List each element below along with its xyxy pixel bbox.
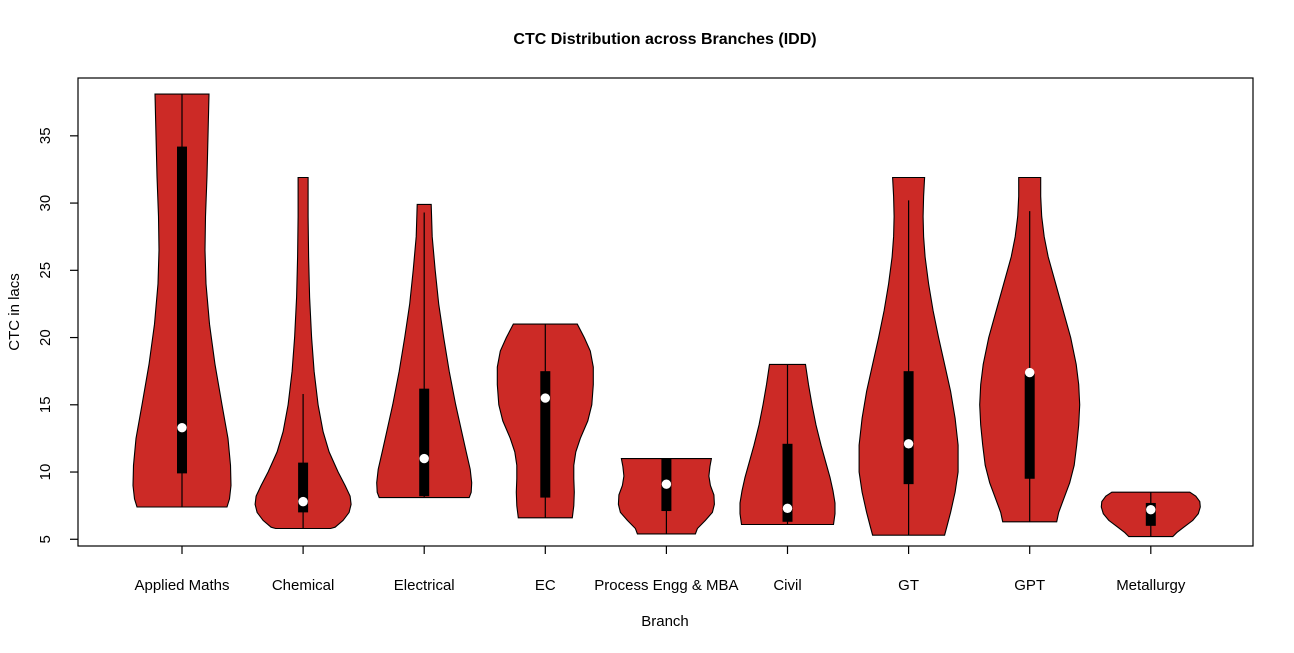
- x-axis-title: Branch: [641, 613, 689, 630]
- x-tick-label-applied-maths: Applied Maths: [134, 577, 229, 594]
- plot-area-border: [77, 77, 1254, 547]
- x-tick-label-gt: GT: [898, 577, 919, 594]
- x-tick-label-ec: EC: [535, 577, 556, 594]
- violin-group-chemical: [254, 176, 352, 530]
- violin-group-ec: [496, 323, 594, 519]
- median-dot-chemical: [298, 496, 308, 507]
- y-tick-label-20: 20: [37, 329, 54, 346]
- y-tick-label-5: 5: [37, 535, 54, 543]
- median-dot-electrical: [419, 453, 429, 464]
- violin-group-gt: [858, 176, 959, 536]
- median-dot-gt: [903, 439, 914, 449]
- violin-body-chemical: [254, 176, 352, 530]
- y-tick-label-30: 30: [37, 195, 54, 212]
- y-tick-label-25: 25: [37, 262, 54, 279]
- x-tick-label-civil: Civil: [773, 577, 801, 594]
- median-dot-civil: [782, 503, 793, 514]
- median-dot-gpt: [1025, 367, 1035, 378]
- x-tick-label-chemical: Chemical: [272, 577, 335, 594]
- median-dot-applied-maths: [177, 422, 187, 433]
- median-dot-process-engg-mba: [661, 479, 672, 489]
- iqr-box-applied-maths: [177, 146, 187, 474]
- violin-group-applied-maths: [132, 93, 232, 508]
- iqr-box-civil: [782, 443, 793, 522]
- chart-title: CTC Distribution across Branches (IDD): [513, 31, 816, 48]
- iqr-box-gt: [903, 371, 914, 485]
- x-tick-label-gpt: GPT: [1014, 577, 1045, 594]
- y-tick-label-15: 15: [37, 396, 54, 413]
- median-dot-ec: [540, 393, 550, 403]
- median-dot-metallurgy: [1146, 504, 1156, 515]
- iqr-box-electrical: [419, 388, 430, 497]
- violin-group-electrical: [376, 203, 473, 499]
- violin-group-process-engg-mba: [617, 458, 715, 535]
- y-tick-label-35: 35: [37, 127, 54, 144]
- iqr-box-chemical: [298, 462, 309, 513]
- axes-group: Applied Maths Chemical Electrical EC Process…: [37, 127, 1186, 594]
- x-tick-label-process-engg-mba: Process Engg & MBA: [594, 577, 738, 594]
- iqr-box-metallurgy: [1145, 502, 1156, 526]
- violin-group-civil: [739, 363, 836, 526]
- x-tick-label-electrical: Electrical: [394, 577, 455, 594]
- iqr-box-ec: [540, 371, 551, 498]
- violins-group: [132, 93, 1201, 538]
- y-tick-label-10: 10: [37, 464, 54, 481]
- iqr-box-gpt: [1024, 373, 1035, 479]
- violin-group-gpt: [979, 176, 1081, 523]
- y-axis-title: CTC in lacs: [6, 273, 23, 351]
- x-tick-label-metallurgy: Metallurgy: [1116, 577, 1186, 594]
- violin-group-metallurgy: [1100, 491, 1201, 538]
